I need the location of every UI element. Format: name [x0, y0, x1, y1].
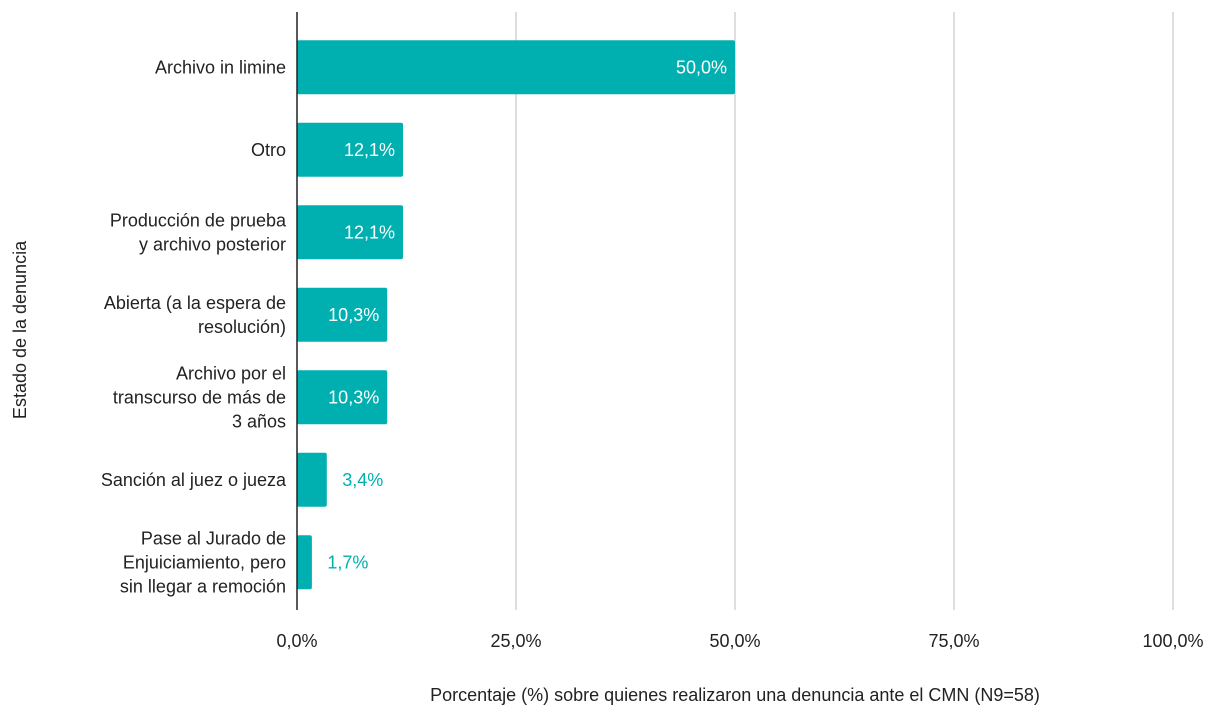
category-label: Archivo in limine	[155, 57, 286, 77]
bar-value-label: 50,0%	[676, 57, 727, 77]
bar-value-label: 12,1%	[344, 140, 395, 160]
bar-value-label: 3,4%	[342, 470, 383, 490]
x-axis-label: Porcentaje (%) sobre quienes realizaron …	[430, 685, 1040, 705]
bar	[297, 535, 312, 589]
x-tick-label: 50,0%	[709, 631, 760, 651]
category-label: Pase al Jurado de Enjuiciamiento, pero sin…	[120, 528, 286, 596]
category-label: Sanción al juez o jueza	[101, 470, 287, 490]
bar-value-label: 10,3%	[328, 305, 379, 325]
x-tick-label: 100,0%	[1142, 631, 1203, 651]
x-tick-label: 25,0%	[490, 631, 541, 651]
category-label: Otro	[251, 140, 286, 160]
x-tick-labels: 0,0% 25,0% 50,0% 75,0% 100,0%	[276, 631, 1203, 651]
category-labels: Archivo in limine Otro Producción de prueb…	[101, 57, 287, 596]
x-tick-label: 75,0%	[928, 631, 979, 651]
bar-value-label: 10,3%	[328, 387, 379, 407]
category-label: Producción de prueba y archivo posterior	[110, 210, 287, 254]
category-label: Abierta (a la espera de resolución)	[104, 293, 286, 337]
bar-value-label: 1,7%	[327, 552, 368, 572]
x-tick-label: 0,0%	[276, 631, 317, 651]
y-axis-label: Estado de la denuncia	[10, 240, 30, 419]
bar	[297, 40, 735, 94]
bar	[297, 453, 327, 507]
bar-value-label: 12,1%	[344, 222, 395, 242]
category-label: Archivo por el transcurso de más de 3 años	[113, 363, 286, 431]
gridlines	[516, 12, 1173, 610]
